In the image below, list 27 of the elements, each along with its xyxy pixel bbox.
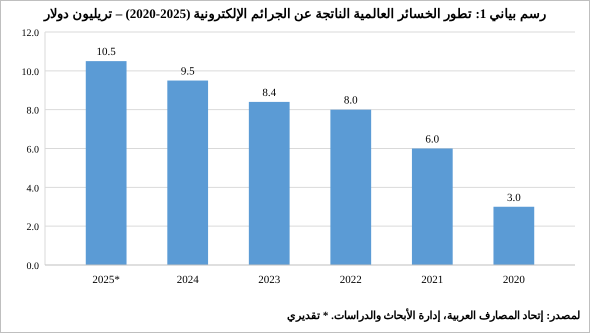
bar: [86, 61, 127, 265]
data-label: 6.0: [425, 134, 440, 146]
y-tick-label: 8.0: [26, 106, 39, 117]
bar: [248, 102, 290, 265]
y-tick-label: 6.0: [26, 144, 39, 156]
bar: [493, 206, 534, 265]
data-label: 3.0: [506, 192, 522, 204]
data-label: 8.0: [344, 94, 358, 107]
x-tick-label: 2020: [502, 274, 526, 286]
y-tick-label: 4.0: [26, 183, 39, 194]
bar: [330, 110, 372, 265]
y-tick-label: 0.0: [26, 261, 39, 272]
data-label: 8.4: [262, 86, 277, 99]
x-tick-label: 2023: [258, 274, 281, 286]
x-tick-label: 2022: [340, 274, 362, 286]
bar: [412, 148, 453, 265]
chart-title: رسم بياني 1: تطور الخسائر العالمية الناتجة عن الجرائم الإلكترونية (2025-2020) – تريليون دولار: [43, 6, 546, 22]
x-tick-label: 2021: [421, 274, 444, 286]
data-label: 9.5: [180, 66, 196, 78]
x-tick-label: 2024: [176, 274, 200, 286]
bar: [167, 80, 208, 265]
x-tick-label: 2025*: [92, 274, 120, 286]
text: لمصدر: إتحاد المصارف العربية، إدارة الأبحاث والدراسات. * تقديري: [287, 308, 580, 323]
y-tick-label: 2.0: [26, 222, 39, 234]
y-tick-label: 10.0: [22, 66, 39, 78]
data-label: 10.5: [96, 46, 116, 58]
y-tick-label: 12.0: [22, 28, 39, 39]
